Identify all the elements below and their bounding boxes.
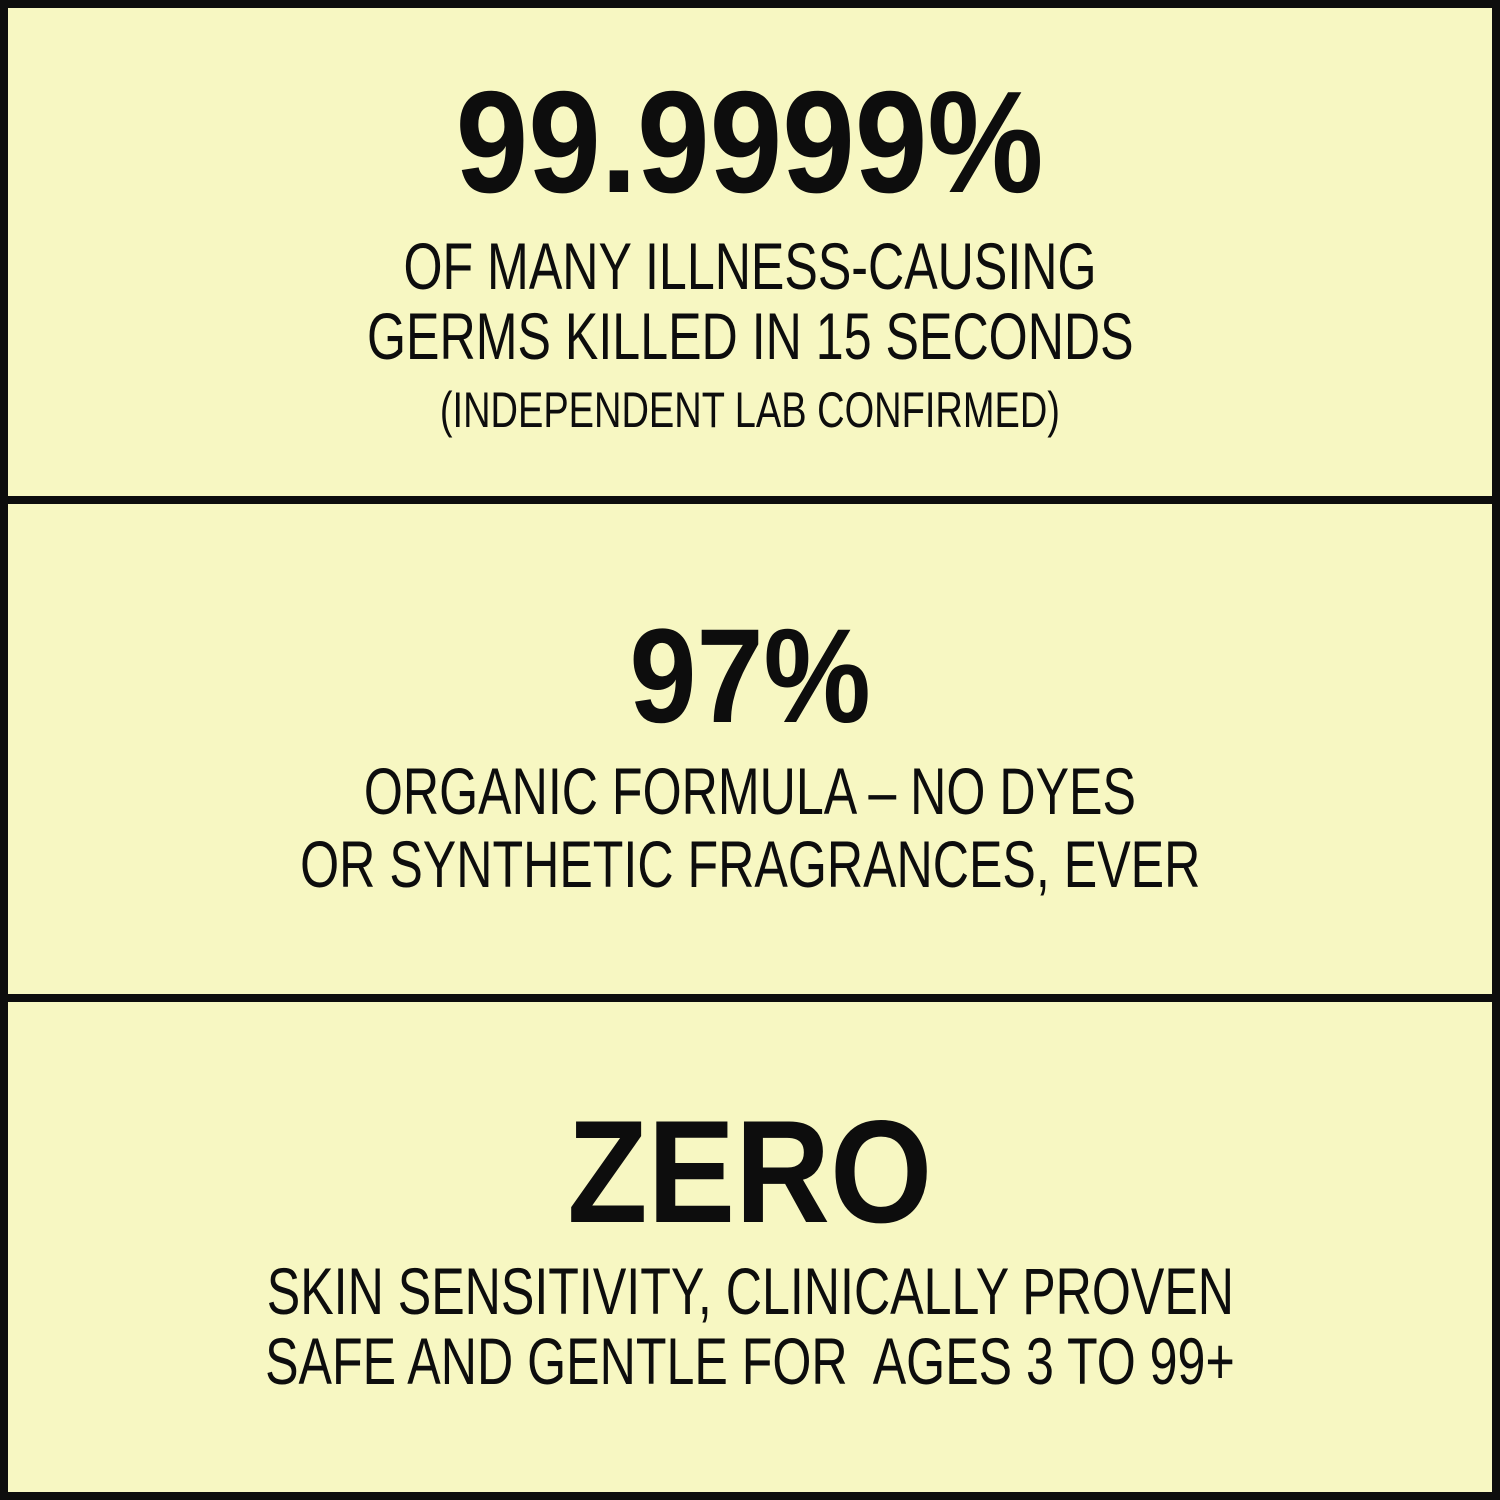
description-line: SKIN SENSITIVITY, CLINICALLY PROVEN xyxy=(0,1258,1500,1324)
headline: 97% xyxy=(0,610,1500,744)
description-text: SKIN SENSITIVITY, CLINICALLY PROVEN xyxy=(266,1254,1234,1328)
headline: 99.9999% xyxy=(0,70,1500,215)
section-divider xyxy=(0,496,1500,504)
description-text: ORGANIC FORMULA – NO DYES xyxy=(363,754,1137,828)
description-text: OF MANY ILLNESS-CAUSING xyxy=(403,229,1097,303)
description-text: GERMS KILLED IN 15 SECONDS xyxy=(366,299,1134,373)
note-line: (INDEPENDENT LAB CONFIRMED) xyxy=(0,385,1500,435)
headline-text: 99.9999% xyxy=(456,61,1044,223)
note-text: (INDEPENDENT LAB CONFIRMED) xyxy=(439,382,1061,438)
headline-text: 97% xyxy=(629,602,871,751)
headline: ZERO xyxy=(0,1099,1500,1245)
description-line: ORGANIC FORMULA – NO DYES xyxy=(0,758,1500,824)
description-text: OR SYNTHETIC FRAGRANCES, EVER xyxy=(299,827,1201,901)
description-text: SAFE AND GENTLE FOR AGES 3 TO 99+ xyxy=(265,1324,1235,1398)
headline-text: ZERO xyxy=(567,1090,933,1253)
description-line: OR SYNTHETIC FRAGRANCES, EVER xyxy=(0,831,1500,897)
description-line: OF MANY ILLNESS-CAUSING xyxy=(0,233,1500,299)
description-line: SAFE AND GENTLE FOR AGES 3 TO 99+ xyxy=(0,1328,1500,1394)
description-line: GERMS KILLED IN 15 SECONDS xyxy=(0,303,1500,369)
section-divider xyxy=(0,994,1500,1002)
